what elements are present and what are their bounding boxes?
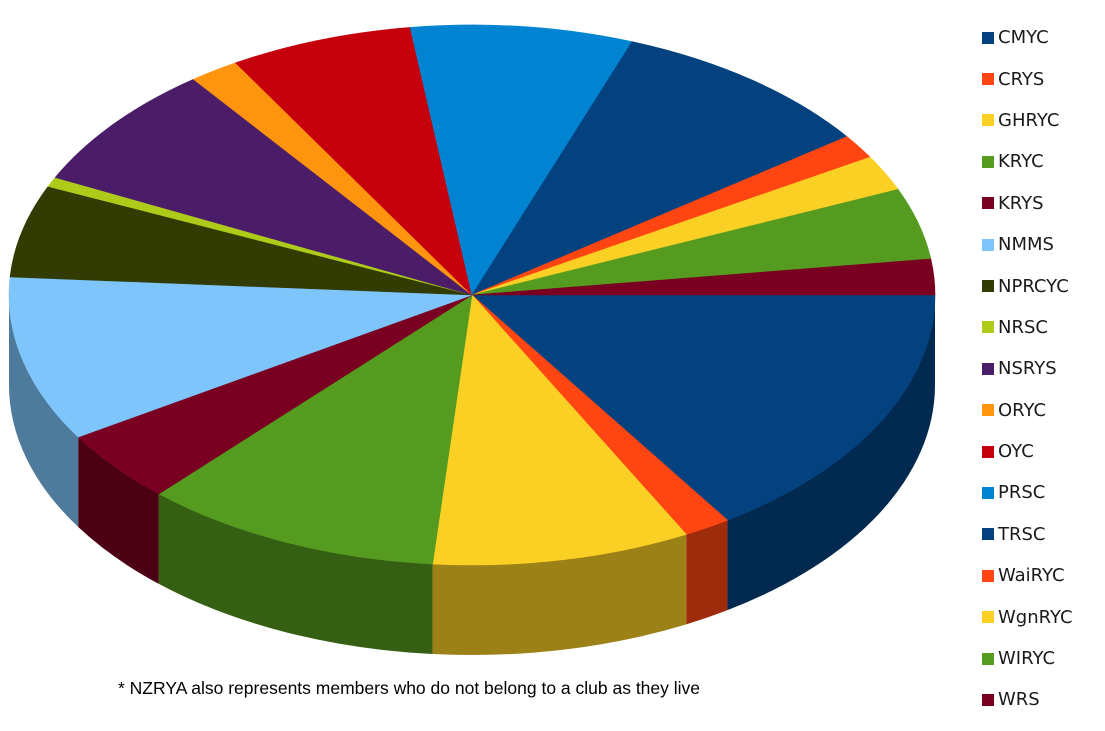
slice-nprcyc — [9, 186, 473, 296]
legend-item-crys: CRYS — [982, 58, 1073, 99]
slice-trsc — [471, 294, 936, 521]
legend-item-nrsc: NRSC — [982, 307, 1073, 348]
legend-swatch — [982, 693, 994, 706]
legend-item-oyc: OYC — [982, 431, 1073, 472]
pie-slices — [8, 24, 936, 566]
legend-item-nprcyc: NPRCYC — [982, 265, 1073, 306]
legend-swatch — [982, 528, 994, 541]
legend-swatch — [982, 31, 994, 44]
legend-label: CRYS — [998, 68, 1045, 90]
legend-item-krys: KRYS — [982, 183, 1073, 224]
slice-side-wiryc — [158, 493, 433, 655]
slice-cmyc — [471, 41, 848, 296]
legend-swatch — [982, 652, 994, 665]
slice-wiryc — [158, 294, 473, 565]
legend-label: CMYC — [998, 27, 1049, 49]
footnote: * NZRYA also represents members who do n… — [118, 678, 701, 698]
legend-label: NPRCYC — [998, 275, 1069, 297]
legend-label: GHRYC — [998, 109, 1060, 131]
legend-item-wrs: WRS — [982, 679, 1073, 720]
slice-side-trsc — [727, 295, 935, 611]
legend-label: NRSC — [998, 316, 1048, 338]
legend-item-kryc: KRYC — [982, 141, 1073, 182]
legend-item-cmyc: CMYC — [982, 17, 1073, 58]
legend-swatch — [982, 362, 994, 375]
slice-krys — [471, 258, 936, 296]
chart-legend: CMYC CRYS GHRYC KRYC KRYS NMMS NPRCYC NRSC NSRYS… — [982, 17, 1073, 721]
slice-nmms — [8, 276, 473, 438]
slice-wgnryc — [432, 294, 687, 566]
legend-swatch — [982, 197, 994, 210]
legend-item-wairyc: WaiRYC — [982, 555, 1073, 596]
legend-label: ORYC — [998, 399, 1047, 421]
slice-oyc — [235, 27, 473, 296]
legend-swatch — [982, 569, 994, 582]
legend-item-prsc: PRSC — [982, 472, 1073, 513]
slice-prsc — [409, 24, 633, 296]
legend-label: WaiRYC — [998, 565, 1065, 587]
legend-item-wiryc: WIRYC — [982, 638, 1073, 679]
slice-nsrys — [54, 78, 473, 296]
legend-swatch — [982, 238, 994, 251]
legend-swatch — [982, 404, 994, 417]
legend-swatch — [982, 114, 994, 127]
legend-label: WRS — [998, 689, 1040, 711]
legend-label: WIRYC — [998, 648, 1056, 670]
legend-swatch — [982, 445, 994, 458]
pie-sides — [9, 295, 935, 655]
legend-swatch — [982, 486, 994, 499]
legend-swatch — [982, 611, 994, 624]
slice-side-wgnryc — [432, 534, 687, 655]
legend-swatch — [982, 155, 994, 168]
legend-item-wgnryc: WgnRYC — [982, 596, 1073, 637]
legend-swatch — [982, 280, 994, 293]
slice-side-wairyc — [686, 520, 728, 625]
legend-label: NMMS — [998, 234, 1054, 256]
legend-label: KRYS — [998, 192, 1044, 214]
legend-item-ghryc: GHRYC — [982, 100, 1073, 141]
legend-label: PRSC — [998, 482, 1046, 504]
legend-label: WgnRYC — [998, 606, 1073, 628]
slice-side-wrs — [78, 437, 159, 584]
legend-item-nmms: NMMS — [982, 224, 1073, 265]
legend-item-oryc: ORYC — [982, 390, 1073, 431]
legend-label: KRYC — [998, 151, 1044, 173]
slice-side-nmms — [9, 295, 79, 528]
legend-item-trsc: TRSC — [982, 514, 1073, 555]
legend-item-nsrys: NSRYS — [982, 348, 1073, 389]
legend-swatch — [982, 321, 994, 334]
legend-label: NSRYS — [998, 358, 1057, 380]
legend-label: OYC — [998, 441, 1034, 463]
legend-swatch — [982, 73, 994, 86]
legend-label: TRSC — [998, 523, 1046, 545]
